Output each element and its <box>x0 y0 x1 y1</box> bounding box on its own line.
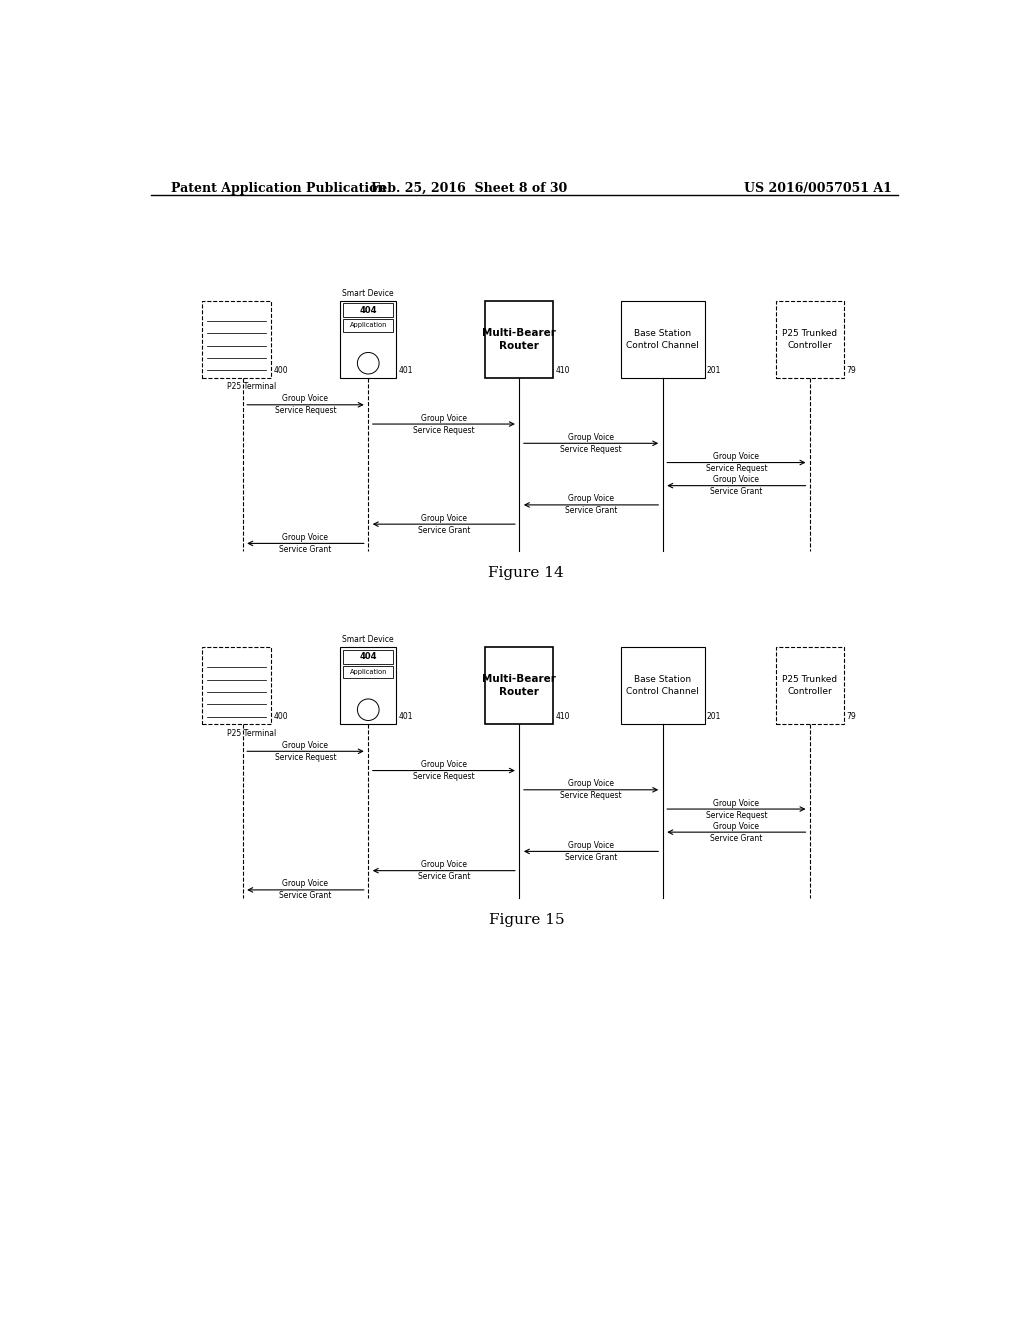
Text: 404: 404 <box>359 306 377 314</box>
Text: 201: 201 <box>707 366 721 375</box>
Text: Group Voice: Group Voice <box>714 451 760 461</box>
Text: 79: 79 <box>847 713 856 721</box>
Text: Service Request: Service Request <box>274 407 336 416</box>
Text: 201: 201 <box>707 713 721 721</box>
Circle shape <box>357 700 379 721</box>
Text: P25 Terminal: P25 Terminal <box>227 383 276 392</box>
Bar <box>485 647 554 725</box>
Text: Base Station
Control Channel: Base Station Control Channel <box>627 329 699 350</box>
Bar <box>621 301 705 378</box>
Text: Group Voice: Group Voice <box>421 861 467 869</box>
Text: Figure 15: Figure 15 <box>488 913 564 927</box>
Text: Service Request: Service Request <box>706 465 767 473</box>
Text: Feb. 25, 2016  Sheet 8 of 30: Feb. 25, 2016 Sheet 8 of 30 <box>371 182 567 194</box>
Bar <box>343 665 393 678</box>
Text: Multi-Bearer
Router: Multi-Bearer Router <box>482 675 556 697</box>
Text: 400: 400 <box>273 366 289 375</box>
Text: 410: 410 <box>556 366 570 375</box>
Bar <box>340 647 396 725</box>
Text: Group Voice: Group Voice <box>714 475 760 484</box>
Text: 401: 401 <box>398 366 413 375</box>
Text: Service Grant: Service Grant <box>280 891 332 900</box>
Text: P25 Terminal: P25 Terminal <box>227 729 276 738</box>
Text: Service Request: Service Request <box>274 752 336 762</box>
Text: Service Request: Service Request <box>706 810 767 820</box>
Text: Group Voice: Group Voice <box>568 433 614 442</box>
Bar <box>340 301 396 378</box>
Text: Service Grant: Service Grant <box>418 525 470 535</box>
Text: Service Grant: Service Grant <box>711 487 763 496</box>
Text: Base Station
Control Channel: Base Station Control Channel <box>627 676 699 696</box>
Text: Group Voice: Group Voice <box>283 395 329 404</box>
Text: Group Voice: Group Voice <box>568 495 614 503</box>
Text: P25 Trunked
Controller: P25 Trunked Controller <box>782 329 838 350</box>
Bar <box>203 301 270 378</box>
Text: 400: 400 <box>273 713 289 721</box>
Text: Group Voice: Group Voice <box>568 779 614 788</box>
Text: Smart Device: Smart Device <box>342 289 394 298</box>
Bar <box>621 647 705 725</box>
Text: 401: 401 <box>398 713 413 721</box>
Bar <box>485 301 554 378</box>
Text: 79: 79 <box>847 366 856 375</box>
Text: Group Voice: Group Voice <box>714 821 760 830</box>
Bar <box>343 304 393 317</box>
Text: Group Voice: Group Voice <box>714 799 760 808</box>
Text: Service Grant: Service Grant <box>418 873 470 882</box>
Text: Group Voice: Group Voice <box>283 533 329 543</box>
Text: Group Voice: Group Voice <box>283 879 329 888</box>
Text: Service Request: Service Request <box>560 445 622 454</box>
Text: Service Grant: Service Grant <box>565 507 617 515</box>
Text: Application: Application <box>349 669 387 675</box>
Text: 404: 404 <box>359 652 377 661</box>
Text: Group Voice: Group Voice <box>283 741 329 750</box>
Text: Service Request: Service Request <box>413 425 475 434</box>
Text: Service Grant: Service Grant <box>565 853 617 862</box>
Text: Figure 14: Figure 14 <box>488 566 564 581</box>
Bar <box>776 647 844 725</box>
Text: Group Voice: Group Voice <box>568 841 614 850</box>
Bar <box>203 647 270 725</box>
Text: 410: 410 <box>556 713 570 721</box>
Text: Service Grant: Service Grant <box>711 834 763 842</box>
Text: Group Voice: Group Voice <box>421 760 467 770</box>
Text: Group Voice: Group Voice <box>421 513 467 523</box>
Text: Group Voice: Group Voice <box>421 413 467 422</box>
Circle shape <box>357 352 379 374</box>
Text: Service Request: Service Request <box>413 772 475 781</box>
Text: Service Grant: Service Grant <box>280 545 332 554</box>
Text: US 2016/0057051 A1: US 2016/0057051 A1 <box>743 182 892 194</box>
Text: Patent Application Publication: Patent Application Publication <box>171 182 386 194</box>
Bar <box>776 301 844 378</box>
Bar <box>343 319 393 331</box>
Text: Service Request: Service Request <box>560 792 622 800</box>
Bar <box>343 649 393 664</box>
Text: P25 Trunked
Controller: P25 Trunked Controller <box>782 676 838 696</box>
Text: Application: Application <box>349 322 387 329</box>
Text: Smart Device: Smart Device <box>342 635 394 644</box>
Text: Multi-Bearer
Router: Multi-Bearer Router <box>482 327 556 351</box>
